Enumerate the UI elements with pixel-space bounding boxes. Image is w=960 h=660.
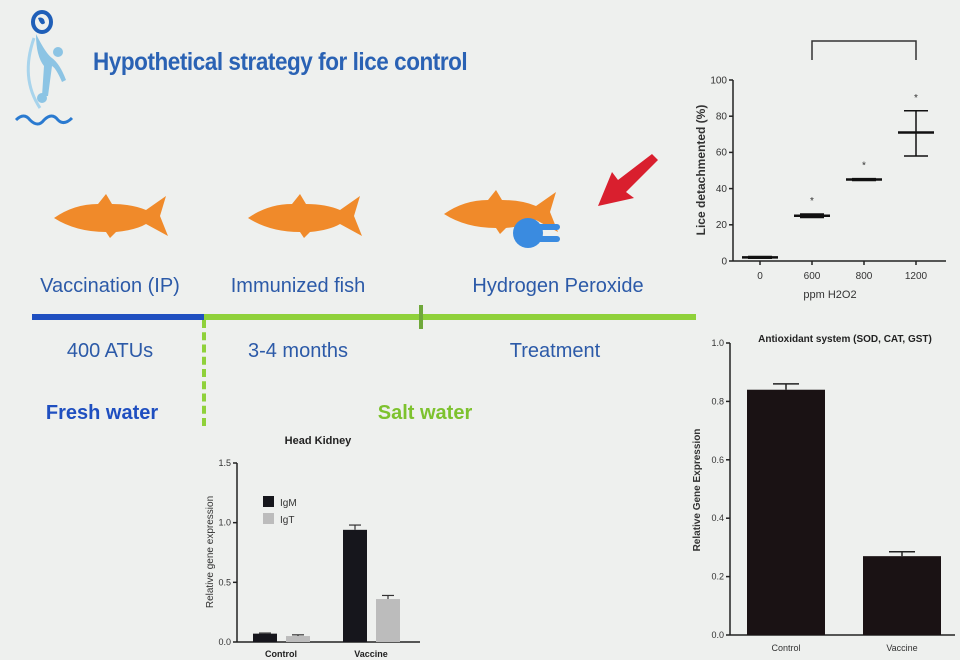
fresh-water-label: Fresh water bbox=[45, 402, 159, 424]
lice-significance-bracket bbox=[811, 40, 917, 60]
red-arrow-icon bbox=[598, 154, 658, 206]
lice-significance-mark: * bbox=[810, 196, 814, 207]
antioxidant-x-tick-label: Control bbox=[771, 643, 800, 653]
head-kidney-y-tick-label: 1.5 bbox=[218, 458, 231, 468]
water-divider bbox=[202, 320, 206, 426]
lice-x-tick-label: 600 bbox=[804, 271, 821, 282]
head-kidney-x-tick-label: Control bbox=[265, 649, 297, 659]
lice-significance-mark: * bbox=[862, 161, 866, 172]
wave-figure-logo bbox=[14, 10, 74, 126]
lice-significance-mark: * bbox=[914, 93, 918, 104]
head-kidney-bar-igm bbox=[343, 529, 367, 642]
head-kidney-bar-igt bbox=[376, 599, 400, 642]
lice-y-label: Lice detachmented (%) bbox=[694, 105, 708, 236]
antioxidant-y-label: Relative Gene Expression bbox=[692, 429, 703, 552]
lice-y-tick-label: 100 bbox=[710, 75, 727, 86]
antioxidant-x-tick-label: Vaccine bbox=[886, 643, 917, 653]
head-kidney-legend-swatch bbox=[263, 513, 274, 524]
stage-vaccination: Vaccination (IP) bbox=[40, 275, 180, 297]
timeline-fresh-segment bbox=[32, 314, 204, 320]
lice-x-tick-label: 800 bbox=[856, 271, 873, 282]
head-kidney-bar-igm bbox=[253, 633, 277, 642]
antioxidant-bar bbox=[863, 556, 941, 635]
antibody-icon bbox=[513, 218, 560, 248]
antioxidant-y-tick-label: 0.4 bbox=[711, 513, 724, 523]
lice-y-tick-label: 0 bbox=[721, 256, 727, 267]
antioxidant-y-tick-label: 0.0 bbox=[711, 630, 724, 640]
fish-icon bbox=[54, 194, 168, 238]
duration-treatment: Treatment bbox=[509, 340, 601, 362]
lice-y-tick-label: 80 bbox=[716, 112, 728, 123]
lice-x-tick-label: 0 bbox=[757, 271, 763, 282]
stage-hydrogen-peroxide: Hydrogen Peroxide bbox=[472, 275, 644, 297]
head-kidney-legend-label: IgT bbox=[280, 515, 294, 526]
head-kidney-y-tick-label: 0.5 bbox=[218, 577, 231, 587]
slide-title: Hypothetical strategy for lice control bbox=[93, 48, 468, 76]
head-kidney-bar-igt bbox=[286, 636, 310, 642]
head-kidney-y-tick-label: 1.0 bbox=[218, 518, 231, 528]
head-kidney-title: Head Kidney bbox=[285, 435, 353, 447]
antioxidant-title: Antioxidant system (SOD, CAT, GST) bbox=[758, 334, 932, 345]
antioxidant-y-tick-label: 1.0 bbox=[711, 338, 724, 348]
head-kidney-x-tick-label: Vaccine bbox=[354, 649, 388, 659]
antioxidant-y-tick-label: 0.6 bbox=[711, 455, 724, 465]
head-kidney-y-tick-label: 0.0 bbox=[218, 637, 231, 647]
lice-y-tick-label: 20 bbox=[716, 220, 728, 231]
stage-immunized: Immunized fish bbox=[230, 275, 366, 297]
lice-x-tick-label: 1200 bbox=[905, 271, 928, 282]
lice-y-tick-label: 60 bbox=[716, 148, 728, 159]
timeline-tick bbox=[419, 305, 423, 329]
head-kidney-legend-label: IgM bbox=[280, 498, 297, 509]
fish-icon bbox=[248, 194, 362, 238]
antioxidant-y-tick-label: 0.2 bbox=[711, 572, 724, 582]
lice-x-label: ppm H2O2 bbox=[803, 289, 856, 301]
duration-months: 3-4 months bbox=[247, 340, 349, 362]
salt-water-label: Salt water bbox=[377, 402, 473, 424]
antioxidant-y-tick-label: 0.8 bbox=[711, 396, 724, 406]
antioxidant-bar bbox=[747, 389, 825, 635]
head-kidney-y-label: Relative gene expression bbox=[205, 496, 216, 608]
lice-y-tick-label: 40 bbox=[716, 184, 728, 195]
timeline-salt-segment bbox=[204, 314, 696, 320]
head-kidney-legend-swatch bbox=[263, 496, 274, 507]
duration-atus: 400 ATUs bbox=[66, 340, 154, 362]
